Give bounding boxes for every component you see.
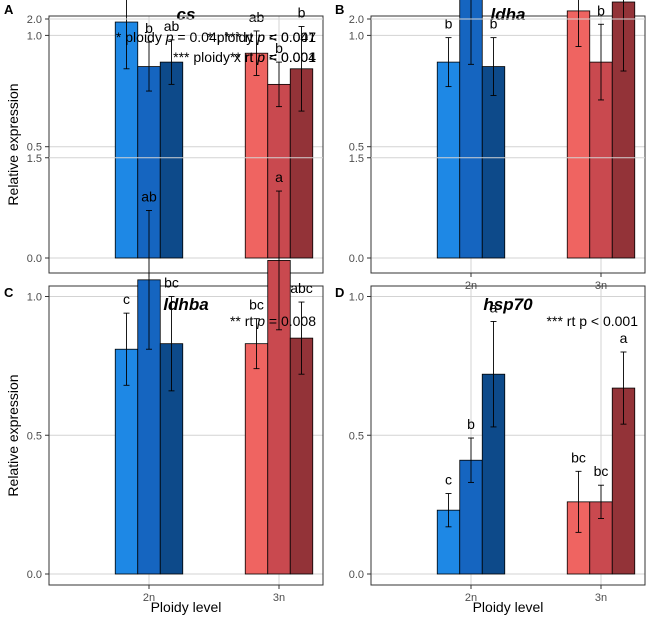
significance-letter: b	[298, 4, 306, 20]
x-tick-label: 3n	[595, 592, 607, 604]
significance-letter: ab	[164, 18, 180, 34]
stat-annotation: ** rt p = 0.004	[230, 49, 316, 65]
panel-title: hsp70	[483, 295, 533, 314]
panel-title: ldhba	[163, 295, 208, 314]
y-tick-label: 0.5	[27, 430, 42, 442]
significance-letter: a	[490, 299, 498, 315]
significance-letter: b	[445, 16, 453, 32]
significance-letter: bc	[249, 297, 264, 313]
y-tick-label: 0.0	[27, 253, 42, 265]
significance-letter: ab	[141, 188, 157, 204]
significance-letter: b	[145, 20, 153, 36]
y-tick-label: 0.5	[349, 430, 364, 442]
y-tick-label: 1.0	[349, 30, 364, 42]
significance-letter: b	[275, 40, 283, 56]
panel-letter: D	[335, 285, 344, 300]
stat-annotation: *** rt p < 0.001	[547, 313, 639, 329]
significance-letter: b	[467, 416, 475, 432]
y-tick-label: 1.5	[349, 153, 364, 165]
significance-letter: abc	[290, 280, 313, 296]
bar	[436, 61, 461, 259]
panel-letter: A	[4, 2, 14, 17]
y-axis-title: Relative expression	[5, 374, 21, 496]
stat-annotation: *** ploidy x rt p < 0.001	[173, 49, 316, 65]
bar	[566, 10, 591, 259]
y-tick-label: 0.5	[27, 142, 42, 154]
significance-letter: bc	[164, 275, 179, 291]
x-axis-title: Ploidy level	[151, 599, 222, 615]
significance-letter: b	[490, 16, 498, 32]
x-tick-label: 3n	[273, 592, 285, 604]
bar	[159, 61, 184, 259]
y-tick-label: 1.5	[27, 153, 42, 165]
bar	[244, 52, 269, 259]
stat-annotation: * ploidy p = 0.04, *** rt p < 0.001	[116, 29, 316, 45]
significance-letter: c	[445, 472, 452, 488]
plot-frame	[48, 15, 324, 274]
y-tick-label: 0.5	[349, 142, 364, 154]
panel-b: 0.00.51.01.52.02n3nbababbabBldha* ploidy…	[116, 0, 646, 292]
y-tick-label: 1.0	[27, 292, 42, 304]
panel-letter: C	[4, 285, 14, 300]
y-axis-title: Relative expression	[5, 83, 21, 205]
significance-letter: a	[275, 169, 283, 185]
significance-letter: b	[597, 2, 605, 18]
significance-letter: bc	[571, 449, 586, 465]
y-tick-label: 0.0	[349, 569, 364, 581]
y-tick-label: 0.0	[349, 253, 364, 265]
stat-annotation: ** rt p = 0.008	[230, 313, 316, 329]
y-tick-label: 0.0	[27, 569, 42, 581]
x-axis-title: Ploidy level	[473, 599, 544, 615]
y-tick-label: 2.0	[27, 14, 42, 26]
panel-title: ldha	[491, 5, 526, 24]
panel-title: cs	[177, 5, 196, 24]
significance-letter: c	[123, 291, 130, 307]
significance-letter: a	[620, 330, 628, 346]
stat-annotation: * ploidy p = 0.047	[207, 29, 316, 45]
panel-letter: B	[335, 2, 344, 17]
y-tick-label: 1.0	[27, 30, 42, 42]
x-tick-label: 2n	[143, 592, 155, 604]
bar	[244, 343, 269, 575]
x-tick-label: 2n	[465, 592, 477, 604]
significance-letter: bc	[594, 463, 609, 479]
plot-frame	[370, 15, 646, 274]
significance-letter: ab	[249, 9, 265, 25]
y-tick-label: 1.0	[349, 292, 364, 304]
y-tick-label: 2.0	[349, 14, 364, 26]
